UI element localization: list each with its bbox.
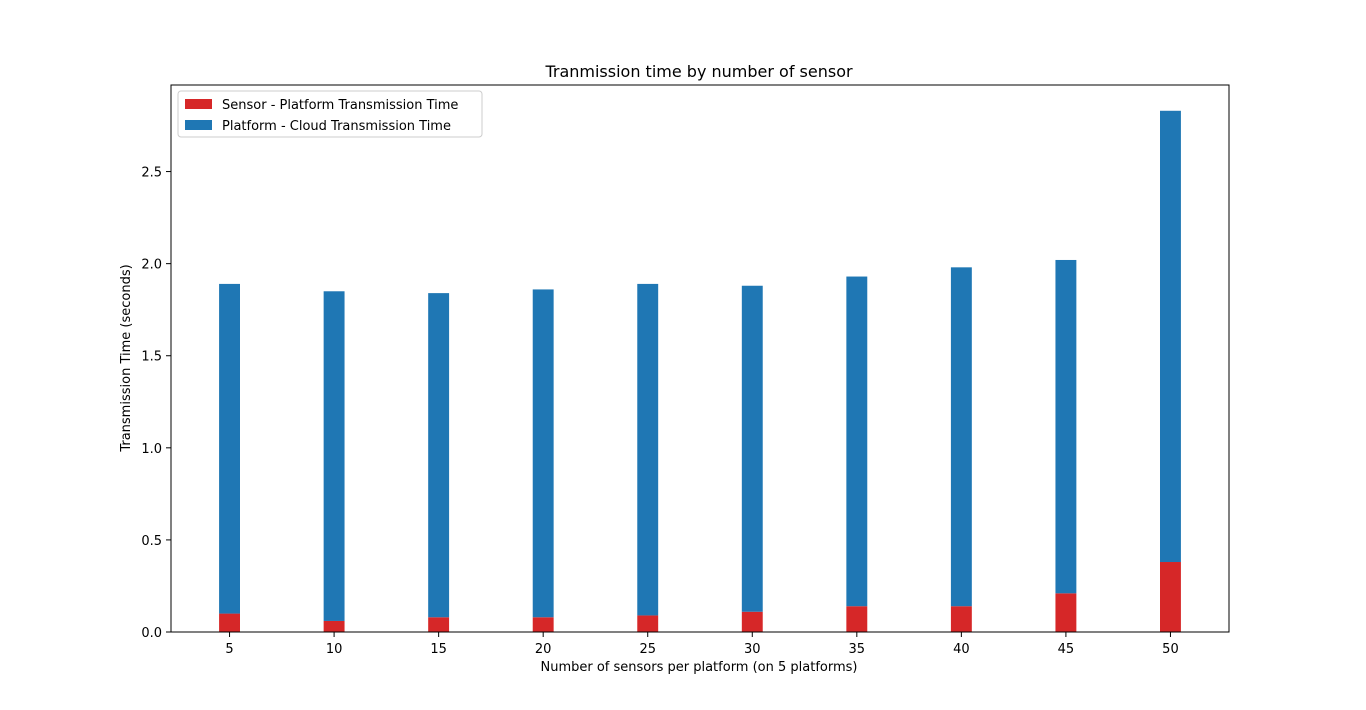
x-tick-label-15: 15 [430,642,447,657]
axes-layer: 5 10 15 20 25 30 35 40 45 50 0.0 0.5 1.0 1.5 2.0 2.5 [141,84,1230,657]
bar-platform-cloud-25 [637,283,659,616]
y-tick-label-3: 1.5 [141,350,162,365]
plot-frame [170,84,1230,633]
bar-sensor-platform-25 [637,615,659,632]
chart-title: Tranmission time by number of sensor [544,62,853,81]
bar-sensor-platform-30 [741,611,763,632]
legend-swatch-0 [185,99,212,109]
legend-label-0: Sensor - Platform Transmission Time [222,98,458,113]
x-tick-label-5: 5 [225,642,233,657]
x-tick-label-10: 10 [326,642,343,657]
bar-platform-cloud-30 [741,285,763,612]
x-tick-label-30: 30 [744,642,761,657]
bar-platform-cloud-45 [1055,259,1077,594]
bar-sensor-platform-50 [1160,562,1181,632]
x-tick-label-40: 40 [953,642,970,657]
legend-box [177,90,483,138]
y-tick-label-4: 2.0 [141,258,162,273]
bar-sensor-platform-45 [1055,593,1077,632]
y-axis-label: Transmission Time (seconds) [119,264,134,452]
x-tick-label-50: 50 [1162,642,1179,657]
bar-sensor-platform-5 [219,613,240,632]
bar-platform-cloud-35 [846,276,868,607]
bar-sensor-platform-40 [950,606,972,632]
x-tick-label-35: 35 [849,642,866,657]
legend-label-1: Platform - Cloud Transmission Time [222,119,451,134]
x-tick-label-25: 25 [639,642,656,657]
y-tick-label-0: 0.0 [141,626,162,641]
bar-sensor-platform-20 [532,617,554,632]
bar-platform-cloud-15 [428,293,450,618]
x-axis-label: Number of sensors per platform (on 5 pla… [541,660,858,675]
legend: Sensor - Platform Transmission Time Platf… [177,90,483,138]
y-tick-label-5: 2.5 [141,166,162,181]
bar-platform-cloud-5 [219,283,240,614]
bar-sensor-platform-35 [846,606,868,632]
x-tick-label-20: 20 [535,642,552,657]
bar-platform-cloud-40 [950,267,972,607]
x-tick-label-45: 45 [1058,642,1075,657]
bar-platform-cloud-50 [1160,110,1181,563]
legend-swatch-1 [185,120,212,130]
bar-platform-cloud-10 [323,291,345,621]
bar-sensor-platform-15 [428,617,450,632]
bar-sensor-platform-10 [323,620,345,632]
bars-layer [219,110,1181,632]
y-tick-label-2: 1.0 [141,442,162,457]
y-tick-label-1: 0.5 [141,534,162,549]
bar-platform-cloud-20 [532,289,554,618]
